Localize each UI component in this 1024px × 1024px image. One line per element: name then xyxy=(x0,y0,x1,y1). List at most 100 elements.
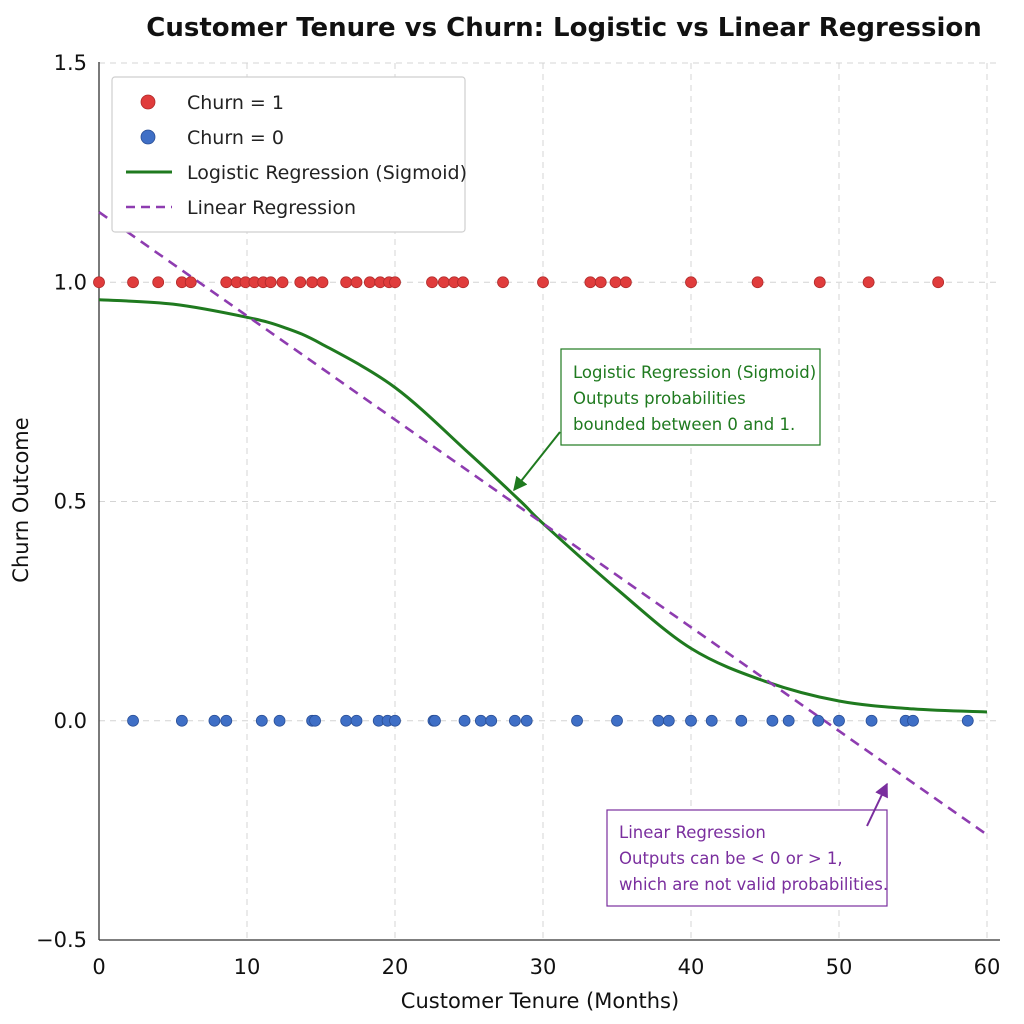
x-tick-label: 50 xyxy=(826,955,853,979)
churn-0-point xyxy=(865,714,878,727)
churn-0-point xyxy=(611,714,623,727)
y-tick-label: 0.0 xyxy=(54,709,87,733)
churn-0-point xyxy=(812,714,825,727)
churn-1-point xyxy=(184,276,197,289)
churn-0-point xyxy=(685,714,697,727)
chart-title: Customer Tenure vs Churn: Logistic vs Li… xyxy=(146,13,981,43)
churn-1-point xyxy=(276,276,289,289)
legend-marker-churn-0 xyxy=(140,129,156,145)
churn-0-point xyxy=(833,714,845,727)
churn-1-point xyxy=(862,276,875,289)
churn-1-point xyxy=(584,276,597,289)
annotation-logistic-box xyxy=(560,348,821,446)
churn-0-point xyxy=(127,714,139,727)
churn-0-point xyxy=(485,714,498,727)
annotation-linear-line-1: Linear Regression xyxy=(619,823,766,842)
churn-1-point xyxy=(264,276,277,289)
churn-0-point xyxy=(571,714,583,727)
churn-1-point xyxy=(609,276,622,289)
x-tick-label: 20 xyxy=(382,955,409,979)
annotation-logistic-line-2: Outputs probabilities xyxy=(573,389,746,408)
churn-1-point xyxy=(294,276,307,289)
churn-0-point xyxy=(508,714,521,727)
churn-0-point xyxy=(389,714,401,727)
churn-1-point xyxy=(389,276,401,289)
churn-0-point xyxy=(961,714,974,727)
annotation-logistic-line-1: Logistic Regression (Sigmoid) xyxy=(573,363,816,382)
churn-1-point xyxy=(619,276,632,289)
churn-1-point xyxy=(220,276,233,289)
logistic-regression-curve xyxy=(98,298,988,714)
churn-0-point xyxy=(458,714,471,727)
y-tick-label: 0.5 xyxy=(54,490,87,514)
churn-1-point xyxy=(127,276,139,289)
churn-1-point xyxy=(306,276,319,289)
churn-1-point xyxy=(426,276,438,289)
churn-0-point xyxy=(273,714,286,727)
churn-1-point xyxy=(751,276,764,289)
churn-0-point xyxy=(782,714,795,727)
regression-lines xyxy=(98,211,988,836)
churn-1-point xyxy=(497,276,509,289)
x-tick-label: 30 xyxy=(530,955,557,979)
x-axis-label: Customer Tenure (Months) xyxy=(401,989,679,1013)
tick-labels: 0 10 20 30 40 50 60 −0.5 0.0 0.5 1.0 1.5 xyxy=(36,51,1000,979)
churn-0-point xyxy=(662,714,675,727)
churn-0-point xyxy=(309,714,321,727)
churn-1-point xyxy=(457,276,469,289)
x-tick-label: 10 xyxy=(234,955,261,979)
churn-0-point xyxy=(255,714,268,727)
churn-0-point xyxy=(208,714,221,727)
annotation-linear-box xyxy=(606,809,888,907)
churn-0-point xyxy=(340,714,353,727)
x-tick-label: 40 xyxy=(678,955,705,979)
annotation-linear-line-3: which are not valid probabilities. xyxy=(619,875,888,894)
legend-label-linear: Linear Regression xyxy=(187,197,356,219)
churn-1-point xyxy=(363,276,376,289)
annotation-logistic-arrow xyxy=(513,431,561,492)
churn-0-point xyxy=(520,714,533,727)
y-tick-label: 1.0 xyxy=(54,270,87,294)
churn-1-point xyxy=(152,276,165,289)
y-tick-label: −0.5 xyxy=(36,928,87,952)
data-points xyxy=(93,276,974,727)
legend: Churn = 1 Churn = 0 Logistic Regression … xyxy=(111,76,467,233)
legend-label-logistic: Logistic Regression (Sigmoid) xyxy=(187,162,467,184)
churn-0-point xyxy=(220,714,233,727)
churn-0-point xyxy=(350,714,363,727)
annotation-linear: Linear Regression Outputs can be < 0 or … xyxy=(606,782,888,907)
annotation-logistic: Logistic Regression (Sigmoid) Outputs pr… xyxy=(513,348,821,492)
churn-1-point xyxy=(537,276,549,289)
churn-0-point xyxy=(705,714,718,727)
legend-marker-churn-1 xyxy=(140,94,156,110)
linear-regression-line xyxy=(98,211,988,836)
churn-0-point xyxy=(175,714,188,727)
churn-1-point xyxy=(685,276,697,289)
x-tick-label: 60 xyxy=(974,955,1001,979)
churn-1-point xyxy=(350,276,363,289)
churn-0-point xyxy=(907,714,919,727)
churn-1-point xyxy=(813,276,826,289)
churn-1-point xyxy=(340,276,353,289)
legend-label-churn-1: Churn = 1 xyxy=(187,92,284,114)
x-tick-label: 0 xyxy=(92,955,105,979)
churn-0-point xyxy=(766,714,779,727)
churn-1-point xyxy=(932,276,945,289)
churn-0-point xyxy=(652,714,665,727)
churn-1-point xyxy=(437,276,450,289)
churn-0-point xyxy=(474,714,487,727)
churn-1-point xyxy=(316,276,329,289)
legend-box xyxy=(111,76,466,233)
legend-label-churn-0: Churn = 0 xyxy=(187,127,284,149)
churn-1-point xyxy=(93,276,105,289)
churn-0-point xyxy=(429,714,441,727)
annotation-linear-arrow xyxy=(866,782,888,827)
churn-1-point xyxy=(594,276,607,289)
churn-0-point xyxy=(735,714,748,727)
annotation-logistic-line-3: bounded between 0 and 1. xyxy=(573,415,795,434)
axes xyxy=(98,62,1000,941)
y-axis-label: Churn Outcome xyxy=(9,417,33,582)
annotation-linear-line-2: Outputs can be < 0 or > 1, xyxy=(619,849,843,868)
y-tick-label: 1.5 xyxy=(54,51,87,75)
